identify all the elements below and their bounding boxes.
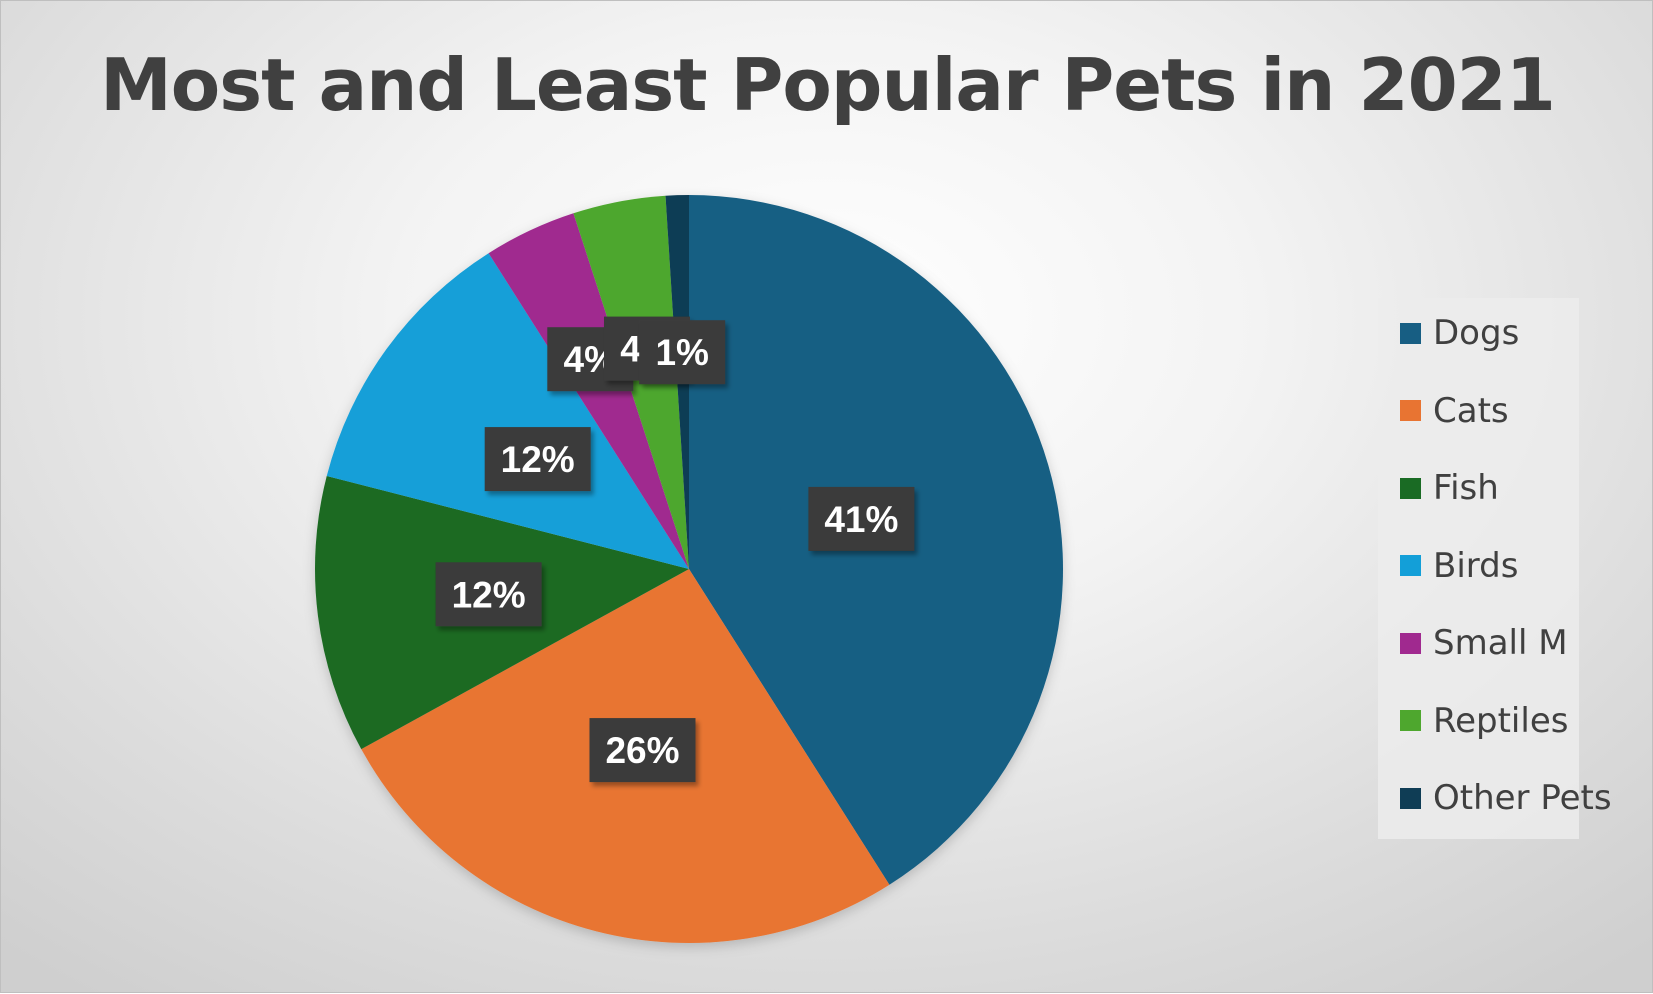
data-label-other-pets: 1% xyxy=(639,320,726,385)
chart-title: Most and Least Popular Pets in 2021 xyxy=(100,43,1556,127)
legend-swatch xyxy=(1400,632,1421,654)
legend-swatch xyxy=(1400,710,1421,731)
legend-swatch xyxy=(1400,477,1421,499)
legend-label: Reptiles xyxy=(1433,700,1569,741)
data-label-text: 26% xyxy=(605,730,679,771)
legend-label: Dogs xyxy=(1433,313,1520,353)
legend-item-birds[interactable]: Birds xyxy=(1400,546,1518,586)
legend-label: Cats xyxy=(1433,390,1509,431)
data-label-birds: 12% xyxy=(484,427,591,492)
data-label-text: 1% xyxy=(655,332,708,373)
legend-item-cats[interactable]: Cats xyxy=(1400,391,1509,431)
legend-label: Birds xyxy=(1433,545,1519,586)
legend-label: Fish xyxy=(1433,468,1499,508)
legend-item-small-m[interactable]: Small M xyxy=(1400,623,1568,663)
legend-item-other-pets[interactable]: Other Pets xyxy=(1400,778,1612,818)
data-label-text: 12% xyxy=(452,574,526,615)
data-label-fish: 12% xyxy=(435,562,542,627)
data-label-text: 12% xyxy=(501,439,575,480)
legend-label: Other Pets xyxy=(1433,778,1612,818)
legend-item-fish[interactable]: Fish xyxy=(1400,468,1499,508)
data-labels: 41%26%12%12%4%4%1% xyxy=(435,316,915,783)
legend-swatch xyxy=(1400,322,1421,344)
legend: Dogs Cats Fish Birds Small M Reptiles Other Pe… xyxy=(1378,298,1612,839)
legend-swatch xyxy=(1400,555,1421,576)
legend-label: Small M xyxy=(1433,623,1568,663)
legend-item-reptiles[interactable]: Reptiles xyxy=(1400,701,1568,741)
legend-swatch xyxy=(1400,400,1421,421)
legend-item-dogs[interactable]: Dogs xyxy=(1400,313,1519,353)
pie-slices xyxy=(314,195,1064,944)
pie-slice-birds[interactable] xyxy=(326,253,689,569)
data-label-text: 41% xyxy=(824,499,898,540)
legend-swatch xyxy=(1400,787,1421,809)
data-label-cats: 26% xyxy=(589,718,696,783)
data-label-dogs: 41% xyxy=(808,486,915,551)
